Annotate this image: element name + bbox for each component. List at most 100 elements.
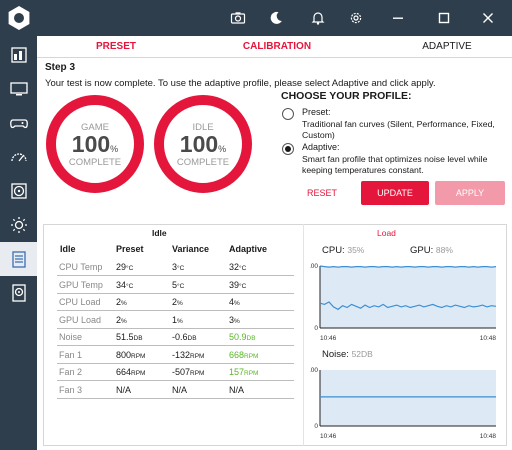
tab-adaptive[interactable]: ADAPTIVE bbox=[422, 41, 472, 52]
adaptive-value: 32°C bbox=[229, 262, 247, 272]
load-chart: 100 010:46 10:48 bbox=[307, 258, 500, 346]
variance-value: -507RPM bbox=[172, 367, 205, 377]
idle-gauge-ring bbox=[154, 95, 252, 193]
profile-heading: CHOOSE YOUR PROFILE: bbox=[281, 90, 412, 102]
x-tick-label: 10:48 bbox=[480, 335, 497, 342]
notifications-button[interactable] bbox=[301, 0, 335, 36]
row-label: CPU Load bbox=[59, 297, 101, 307]
table-row: Noise 51.5DB -0.6DB 50.9DB bbox=[57, 329, 294, 346]
gauge-label: IDLE bbox=[192, 122, 214, 133]
gpu-load-label: GPU: 88% bbox=[410, 245, 453, 256]
row-label: Noise bbox=[59, 332, 83, 342]
monitor-icon bbox=[9, 82, 28, 96]
gauge-status: COMPLETE bbox=[68, 157, 122, 168]
row-label: GPU Temp bbox=[59, 279, 103, 290]
sidebar-item-hard-drive[interactable] bbox=[0, 276, 37, 310]
x-tick-label: 10:46 bbox=[320, 433, 337, 440]
clipboard-checklist-icon bbox=[11, 251, 26, 268]
tab-calibration[interactable]: CALIBRATION bbox=[242, 41, 312, 52]
results-panel bbox=[43, 224, 507, 446]
sidebar-item-gamepad[interactable] bbox=[0, 106, 37, 140]
row-label: GPU Load bbox=[59, 314, 102, 325]
table-row: GPU Temp 34°C 5°C 39°C bbox=[57, 277, 294, 294]
column-header-adaptive: Adaptive bbox=[229, 244, 268, 254]
chart-plot-area bbox=[320, 370, 496, 426]
gear-icon bbox=[350, 12, 362, 24]
load-section-title: Load bbox=[377, 228, 396, 238]
gauge-status: COMPLETE bbox=[176, 157, 230, 168]
idle-section-title: Idle bbox=[152, 228, 167, 238]
preset-value: 34°C bbox=[116, 279, 134, 290]
variance-value: 1% bbox=[172, 314, 183, 325]
preset-value: 664RPM bbox=[116, 367, 146, 377]
apply-button[interactable]: APPLY bbox=[435, 181, 505, 205]
minimize-icon bbox=[393, 17, 403, 19]
theme-toggle-button[interactable] bbox=[259, 0, 293, 36]
adaptive-option-description: Smart fan profile that optimizes noise l… bbox=[302, 154, 488, 175]
update-button[interactable]: UPDATE bbox=[361, 181, 429, 205]
sidebar-item-monitor[interactable] bbox=[0, 72, 37, 106]
column-header-idle: Idle bbox=[60, 244, 76, 254]
variance-value: -0.6DB bbox=[172, 332, 197, 342]
noise-label: Noise: 52DB bbox=[322, 349, 373, 360]
sidebar-item-clipboard-checklist[interactable] bbox=[0, 242, 37, 276]
close-button[interactable] bbox=[471, 0, 505, 36]
gauge-label: GAME bbox=[81, 122, 109, 133]
sidebar-item-system-dashboard[interactable] bbox=[0, 38, 37, 72]
bell-icon bbox=[311, 12, 325, 25]
row-label: Fan 1 bbox=[59, 349, 83, 360]
preset-value: 29°C bbox=[116, 262, 134, 272]
moon-icon bbox=[270, 11, 282, 24]
variance-value: N/A bbox=[172, 384, 188, 395]
app-logo bbox=[5, 4, 33, 32]
tab-preset[interactable]: PRESET bbox=[95, 41, 136, 52]
series-line-cpu bbox=[319, 301, 497, 311]
table-row: GPU Load 2% 1% 3% bbox=[57, 312, 294, 329]
y-tick-label: 0 bbox=[314, 325, 318, 332]
tab-bar: PRESET CALIBRATION ADAPTIVE bbox=[37, 36, 512, 58]
variance-value: 5°C bbox=[172, 279, 185, 290]
adaptive-value: 39°C bbox=[229, 279, 247, 290]
game-gauge-ring bbox=[46, 95, 144, 193]
game-gauge: GAME 100% COMPLETE bbox=[45, 94, 145, 194]
series-line-gpu bbox=[319, 265, 497, 268]
row-label: Fan 3 bbox=[59, 384, 83, 395]
sidebar-item-fan[interactable] bbox=[0, 174, 37, 208]
noise-chart-svg: 100 010:46 10:48 bbox=[307, 367, 496, 440]
variance-value: -132RPM bbox=[172, 349, 205, 360]
gauge-value: 100% bbox=[71, 131, 119, 157]
system-dashboard-icon bbox=[10, 47, 27, 63]
cpu-load-label: CPU: 35% bbox=[322, 245, 365, 256]
speedometer-icon bbox=[10, 153, 27, 162]
adaptive-radio[interactable] bbox=[282, 143, 294, 155]
settings-button[interactable] bbox=[339, 0, 373, 36]
row-label: CPU Temp bbox=[59, 262, 103, 272]
gamepad-icon bbox=[9, 119, 28, 129]
idle-gauge: IDLE 100% COMPLETE bbox=[153, 94, 253, 194]
row-label: Fan 2 bbox=[59, 367, 83, 377]
minimize-button[interactable] bbox=[381, 0, 415, 36]
x-tick-label: 10:46 bbox=[320, 335, 337, 342]
preset-value: 2% bbox=[116, 314, 127, 325]
preset-value: 51.5DB bbox=[116, 332, 143, 342]
preset-option-description: Traditional fan curves (Silent, Performa… bbox=[302, 119, 495, 140]
preset-option-title: Preset: bbox=[302, 107, 331, 117]
sidebar-item-brightness[interactable] bbox=[0, 208, 37, 242]
preset-radio[interactable] bbox=[282, 108, 294, 120]
step-description: Your test is now complete. To use the ad… bbox=[45, 78, 436, 89]
screenshot-button[interactable] bbox=[221, 0, 255, 36]
fan-icon bbox=[10, 183, 27, 199]
column-header-variance: Variance bbox=[172, 244, 210, 254]
load-chart-svg: 100 010:46 10:48 bbox=[307, 263, 497, 342]
reset-button[interactable]: RESET bbox=[306, 188, 337, 198]
hard-drive-icon bbox=[11, 284, 26, 302]
column-header-preset: Preset bbox=[116, 244, 144, 254]
adaptive-value: 3% bbox=[229, 314, 240, 325]
preset-value: 800RPM bbox=[116, 349, 146, 360]
camera-icon bbox=[230, 12, 246, 24]
sidebar-item-speedometer[interactable] bbox=[0, 140, 37, 174]
preset-value: N/A bbox=[116, 384, 132, 395]
maximize-button[interactable] bbox=[427, 0, 461, 36]
preset-value: 2% bbox=[116, 297, 127, 307]
y-tick-label: 0 bbox=[314, 423, 318, 430]
